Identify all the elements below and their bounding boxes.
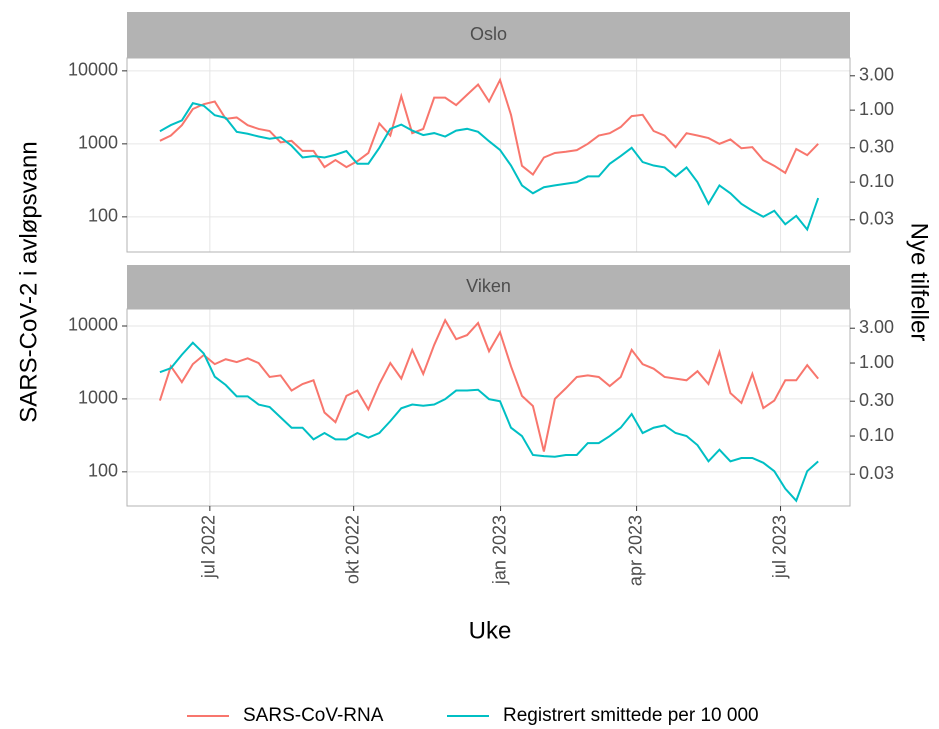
panel-border <box>126 57 851 253</box>
y2-tick-label: 0.30 <box>859 390 894 410</box>
y-tick-label: 100 <box>88 461 118 481</box>
y-tick-label: 10000 <box>68 315 118 335</box>
data-line <box>159 77 819 176</box>
facet-title: Oslo <box>470 24 507 44</box>
legend-label: Registrert smittede per 10 000 <box>503 705 759 726</box>
y-tick-label: 1000 <box>78 388 118 408</box>
y2-tick-label: 0.03 <box>859 209 894 229</box>
strip <box>127 12 850 58</box>
y2-tick-label: 3.00 <box>859 65 894 85</box>
x-tick-label: jul 2022 <box>199 515 219 579</box>
data-line <box>159 102 820 232</box>
panel-border <box>126 308 851 507</box>
y-tick-label: 10000 <box>68 60 118 80</box>
strip <box>127 265 850 309</box>
y2-tick-label: 0.10 <box>859 171 894 191</box>
x-tick-label: apr 2023 <box>625 515 645 586</box>
y2-tick-label: 0.03 <box>859 463 894 483</box>
y-tick-label: 100 <box>88 206 118 226</box>
x-tick-label: jan 2023 <box>489 515 509 585</box>
data-line <box>159 341 819 503</box>
y2-tick-label: 3.00 <box>859 317 894 337</box>
x-axis-label: Uke <box>469 617 512 644</box>
x-tick-label: okt 2022 <box>342 515 362 584</box>
y-tick-label: 1000 <box>78 133 118 153</box>
y2-tick-label: 1.00 <box>859 352 894 372</box>
facet-title: Viken <box>466 276 511 296</box>
y2-tick-label: 1.00 <box>859 99 894 119</box>
data-line <box>158 318 819 452</box>
x-tick-label: jul 2023 <box>769 515 789 579</box>
legend-label: SARS-CoV-RNA <box>243 705 384 726</box>
y2-tick-label: 0.30 <box>859 137 894 157</box>
y-axis-label: SARS-CoV-2 i avløpsvann <box>15 141 42 422</box>
y2-axis-label: Nye tilfeller <box>906 223 933 342</box>
y2-tick-label: 0.10 <box>859 425 894 445</box>
